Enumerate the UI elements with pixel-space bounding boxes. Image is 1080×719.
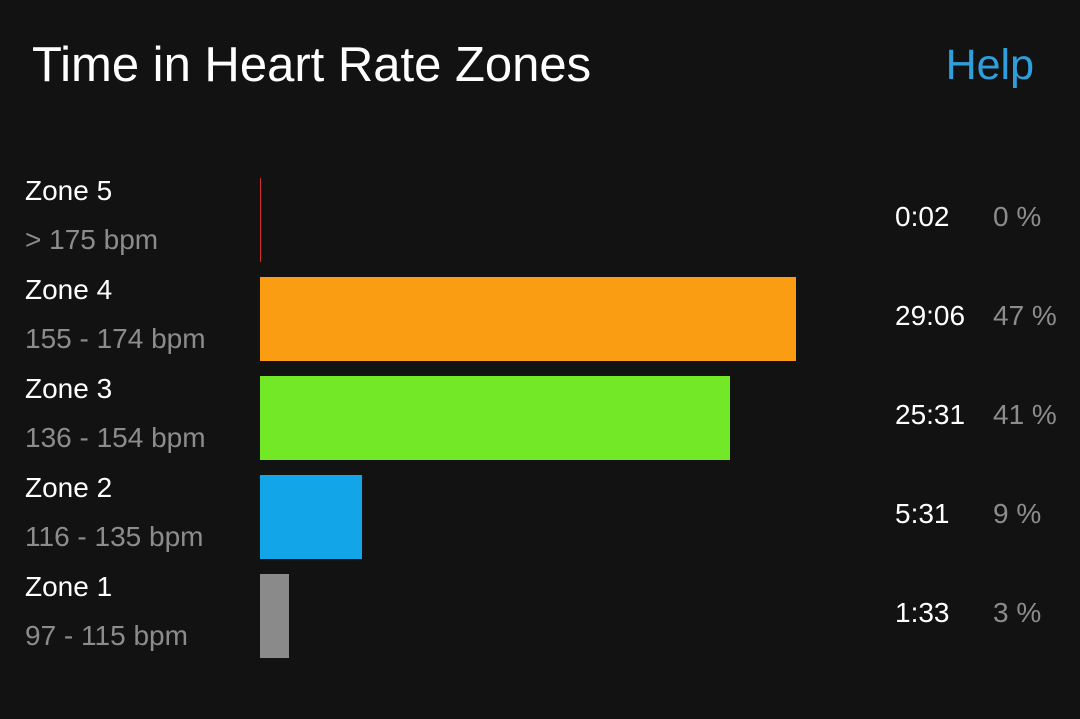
zone-percent: 9 % — [993, 498, 1042, 529]
zone-time: 25:31 — [895, 399, 966, 430]
zone-name: Zone 3 — [25, 373, 113, 404]
zone-name: Zone 2 — [25, 472, 113, 503]
zone-time: 5:31 — [895, 498, 950, 529]
zone-name: Zone 4 — [25, 274, 113, 305]
zone-bar — [260, 277, 796, 361]
zone-time: 0:02 — [895, 201, 950, 232]
zone-range: > 175 bpm — [25, 224, 159, 255]
zone-row-5: Zone 5 > 175 bpm 0:02 0 % — [0, 168, 1080, 267]
zone-bar — [260, 475, 362, 559]
zones-list: Zone 5 > 175 bpm 0:02 0 % Zone 4 155 - 1… — [0, 168, 1080, 663]
zone-range: 116 - 135 bpm — [25, 521, 204, 552]
zone-percent: 41 % — [993, 399, 1057, 430]
zone-range: 136 - 154 bpm — [25, 422, 206, 453]
page-header: Time in Heart Rate Zones Help — [0, 0, 1080, 130]
zone-range: 155 - 174 bpm — [25, 323, 206, 354]
zone-percent: 3 % — [993, 597, 1042, 628]
zone-bar — [260, 574, 289, 658]
zone-time: 1:33 — [895, 597, 950, 628]
zone-percent: 0 % — [993, 201, 1042, 232]
zone-bar — [260, 178, 261, 262]
page-title: Time in Heart Rate Zones — [32, 38, 592, 92]
zone-range: 97 - 115 bpm — [25, 620, 188, 651]
zone-row-2: Zone 2 116 - 135 bpm 5:31 9 % — [0, 465, 1080, 564]
zone-name: Zone 5 — [25, 175, 113, 206]
zone-time: 29:06 — [895, 300, 966, 331]
help-link[interactable]: Help — [945, 41, 1034, 89]
zone-row-1: Zone 1 97 - 115 bpm 1:33 3 % — [0, 564, 1080, 663]
zone-row-4: Zone 4 155 - 174 bpm 29:06 47 % — [0, 267, 1080, 366]
zone-name: Zone 1 — [25, 571, 113, 602]
zone-bar — [260, 376, 730, 460]
zone-row-3: Zone 3 136 - 154 bpm 25:31 41 % — [0, 366, 1080, 465]
zone-percent: 47 % — [993, 300, 1057, 331]
